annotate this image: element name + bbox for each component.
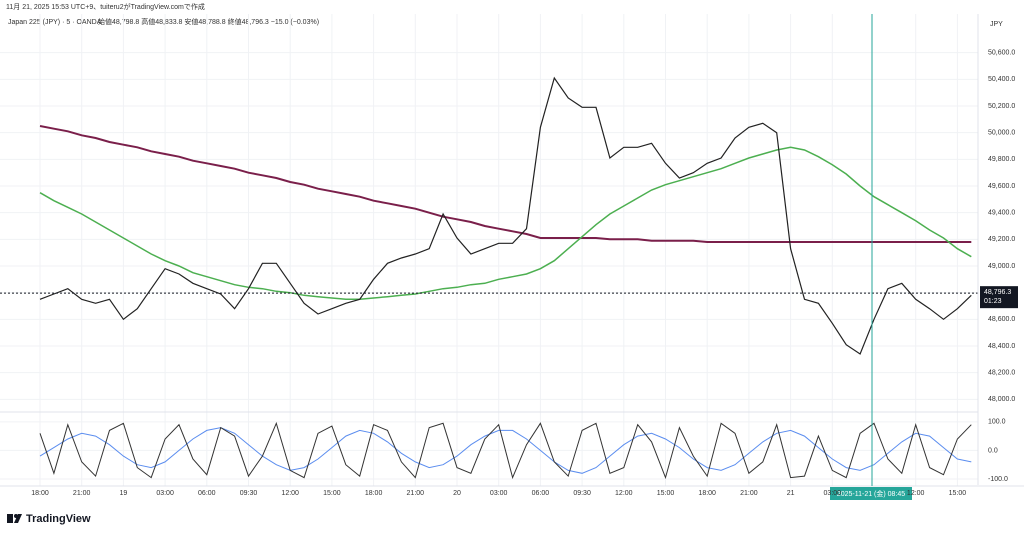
series-line <box>39 146 972 301</box>
x-tick-label: 21:00 <box>73 490 91 497</box>
countdown: 01:23 <box>984 298 1002 305</box>
last-price-label: 48,796.3 <box>984 289 1011 296</box>
x-tick-label: 12:00 <box>615 490 633 497</box>
last-price-bg <box>980 286 1018 309</box>
ohlc-legend: 始値48,798.8 高値48,833.8 安値48,788.8 終値48,79… <box>98 17 319 26</box>
x-tick-label: 03:00 <box>156 490 174 497</box>
x-tick-label: 15:00 <box>949 490 967 497</box>
x-tick-label: 03:00 <box>824 490 842 497</box>
plot-layer <box>0 14 978 486</box>
x-tick-label: 15:00 <box>657 490 675 497</box>
y-tick-label: 50,400.0 <box>988 76 1015 83</box>
y-tick-label: 49,600.0 <box>988 183 1015 190</box>
x-tick-label: 15:00 <box>323 490 341 497</box>
y-tick-label: 49,000.0 <box>988 263 1015 270</box>
x-tick-label: 18:00 <box>698 490 716 497</box>
y-tick-label: 50,600.0 <box>988 50 1015 57</box>
x-tick-label: 12:00 <box>907 490 925 497</box>
crosshair-label-bg <box>830 487 912 500</box>
y-tick-label: 48,400.0 <box>988 343 1015 350</box>
currency: JPY <box>990 21 1003 28</box>
logo-mark <box>14 514 22 523</box>
symbol-title: Japan 225 (JPY) · 5 · OANDA <box>8 19 102 26</box>
y-tick-label: 49,800.0 <box>988 156 1015 163</box>
logo-text: TradingView <box>26 513 91 525</box>
series-line <box>39 421 972 480</box>
x-tick-label: 06:00 <box>532 490 550 497</box>
x-tick-label: 20 <box>453 490 461 497</box>
x-tick-label: 21:00 <box>407 490 425 497</box>
x-tick-label: 12:00 <box>281 490 299 497</box>
y-tick-label: 100.0 <box>988 419 1006 426</box>
series-line <box>39 427 972 474</box>
x-tick-label: 18:00 <box>31 490 49 497</box>
y-tick-label: 49,200.0 <box>988 236 1015 243</box>
x-tick-label: 03:00 <box>490 490 508 497</box>
y-tick-label: 48,200.0 <box>988 370 1015 377</box>
x-tick-label: 21 <box>787 490 795 497</box>
crosshair-label: 2025-11-21 (金) 08:45 <box>837 489 905 498</box>
series-line <box>39 76 972 355</box>
y-tick-label: 0.0 <box>988 447 998 454</box>
header: 11月 21, 2025 15:53 UTC+9、tuiteru2がTradin… <box>6 2 205 11</box>
y-tick-label: 48,600.0 <box>988 316 1015 323</box>
x-tick-label: 21:00 <box>740 490 758 497</box>
x-tick-label: 06:00 <box>198 490 216 497</box>
logo-mark <box>7 514 13 523</box>
y-tick-label: 49,400.0 <box>988 210 1015 217</box>
y-tick-label: 50,200.0 <box>988 103 1015 110</box>
logo[interactable]: TradingView <box>7 513 91 525</box>
y-tick-label: 48,000.0 <box>988 396 1015 403</box>
x-tick-label: 18:00 <box>365 490 383 497</box>
y-tick-label: 50,000.0 <box>988 130 1015 137</box>
series-line <box>39 125 972 243</box>
x-tick-label: 19 <box>120 490 128 497</box>
x-tick-label: 09:30 <box>240 490 258 497</box>
x-tick-label: 09:30 <box>573 490 591 497</box>
y-tick-label: -100.0 <box>988 476 1008 483</box>
